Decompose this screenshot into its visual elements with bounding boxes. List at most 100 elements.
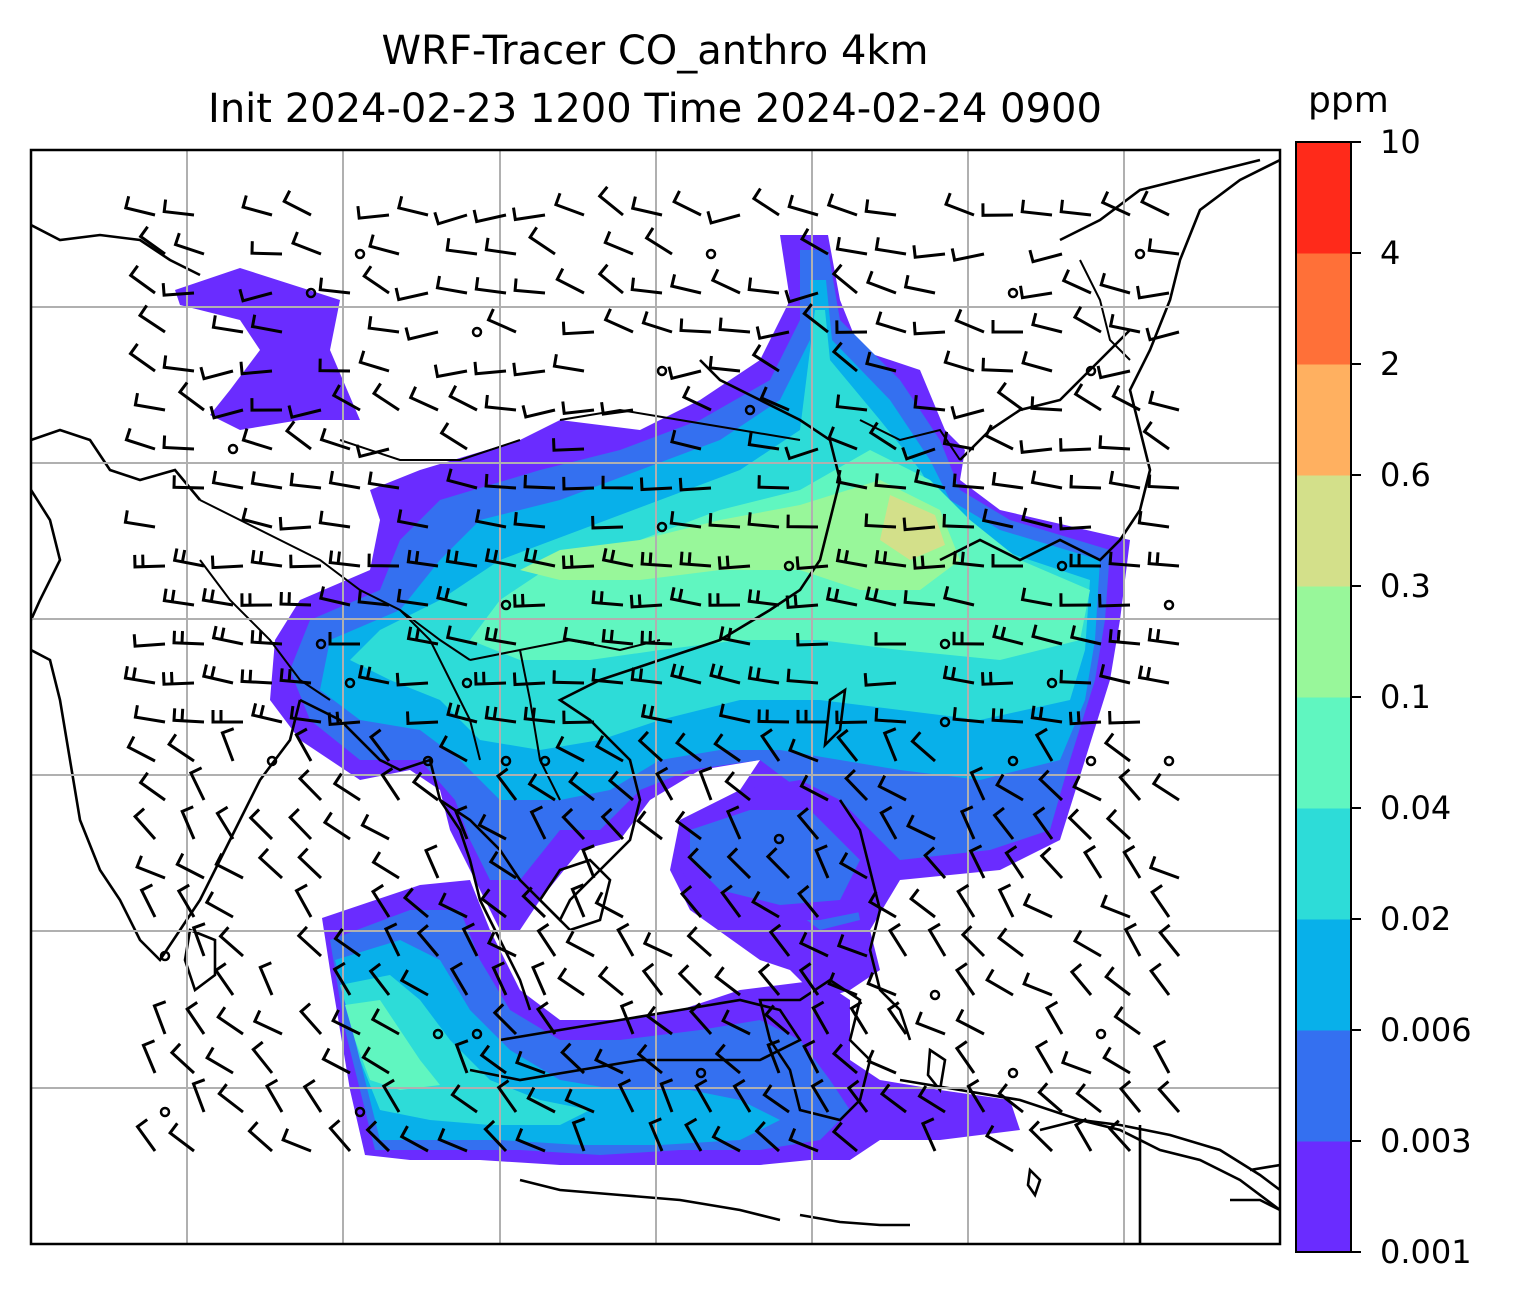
- wind-barb: [835, 236, 868, 256]
- wind-barb: [523, 474, 556, 490]
- wind-barb: [368, 962, 391, 996]
- wind-barb: [474, 277, 507, 295]
- wind-barb: [674, 732, 702, 763]
- wind-barb: [600, 807, 625, 841]
- wind-barb: [1068, 711, 1102, 726]
- wind-barb: [450, 1084, 478, 1114]
- wind-barb: [762, 1084, 790, 1114]
- colorbar-band: [1296, 142, 1351, 254]
- wind-barb: [552, 670, 585, 685]
- calm-wind-marker: [705, 248, 717, 260]
- wind-barb: [1108, 313, 1141, 334]
- wind-barb: [484, 548, 517, 568]
- wind-barb: [827, 972, 858, 997]
- wind-barb: [751, 343, 780, 373]
- wind-barb: [1145, 327, 1180, 342]
- wind-barb: [910, 731, 936, 763]
- wind-barb: [371, 851, 400, 880]
- wind-barb: [1069, 553, 1102, 568]
- wind-barb: [747, 589, 780, 607]
- wind-barb: [952, 550, 985, 568]
- wind-barb: [1137, 665, 1170, 685]
- wind-barb: [997, 883, 1015, 918]
- wind-barb: [836, 728, 859, 762]
- colorbar-tick-label: 0.3: [1380, 567, 1431, 605]
- colorbar-band: [1296, 1141, 1351, 1253]
- wind-barb: [318, 358, 351, 373]
- wind-barb: [239, 361, 273, 376]
- wind-barb: [603, 308, 634, 334]
- wind-barb: [686, 926, 712, 958]
- wind-barb: [768, 923, 791, 957]
- wind-barb: [708, 513, 741, 529]
- wind-barb: [798, 962, 820, 996]
- wind-barb: [564, 1088, 595, 1114]
- wind-barb: [169, 1042, 196, 1075]
- wind-barb: [367, 553, 400, 568]
- wind-barb: [294, 883, 313, 918]
- wind-barb: [436, 585, 468, 607]
- calm-wind-marker: [656, 365, 668, 377]
- wind-barb: [826, 193, 858, 217]
- colorbar-tick-label: 0.04: [1380, 789, 1452, 827]
- wind-barb: [721, 1009, 751, 1036]
- wind-barb: [321, 1047, 351, 1075]
- wind-barb: [523, 547, 556, 568]
- wind-barb: [1139, 190, 1170, 217]
- wind-barb: [523, 706, 556, 724]
- wind-barb: [141, 1039, 157, 1074]
- colorbar-tick-label: 2: [1380, 345, 1401, 383]
- wind-barb: [1100, 894, 1131, 919]
- wind-barb: [984, 1124, 1014, 1153]
- wind-barb: [630, 667, 663, 685]
- wind-barb: [864, 513, 897, 529]
- wind-barb: [1113, 1006, 1141, 1036]
- wind-barb: [123, 665, 156, 685]
- wind-barb: [220, 727, 235, 762]
- calm-wind-marker: [344, 677, 356, 689]
- wind-barb: [211, 315, 244, 334]
- wind-barb: [250, 549, 283, 568]
- wind-barb: [814, 844, 830, 879]
- calm-wind-marker: [656, 521, 668, 533]
- wind-barb: [1070, 625, 1102, 646]
- wind-barb: [552, 353, 585, 373]
- wind-barb: [708, 355, 741, 373]
- wind-barb: [1060, 1050, 1092, 1075]
- wind-barb: [708, 593, 741, 607]
- wind-barb: [257, 847, 284, 880]
- wind-barb: [914, 469, 946, 490]
- wind-barb: [258, 961, 274, 996]
- wind-barb: [835, 548, 868, 568]
- colorbar-band: [1296, 697, 1351, 809]
- wind-barb: [322, 811, 351, 841]
- wind-barb: [214, 852, 244, 880]
- wind-barb: [1044, 1000, 1064, 1035]
- wind-barb: [788, 1128, 819, 1153]
- wind-barb: [678, 477, 712, 492]
- wind-barb: [448, 385, 478, 412]
- wind-barb: [747, 432, 780, 451]
- wind-barb: [1019, 440, 1053, 454]
- wind-barb: [600, 401, 634, 416]
- wind-barb: [177, 381, 205, 412]
- wind-barb: [629, 594, 663, 609]
- wind-barb: [593, 1048, 624, 1075]
- wind-barb: [162, 588, 195, 607]
- wind-barb: [981, 357, 1014, 373]
- wind-barb: [1031, 624, 1063, 646]
- wind-barb: [849, 1000, 869, 1035]
- wind-barb: [211, 710, 243, 724]
- wind-barb: [210, 555, 244, 570]
- wind-barb: [473, 361, 507, 376]
- gridlines: [31, 150, 1280, 1244]
- wind-barb: [495, 767, 518, 801]
- wind-barb: [162, 671, 195, 686]
- wind-barb: [394, 287, 429, 302]
- wind-barb: [439, 422, 468, 451]
- wind-barb: [667, 366, 702, 381]
- wind-barb: [562, 626, 595, 646]
- wind-barb: [250, 241, 283, 256]
- wind-barb: [718, 317, 751, 334]
- wind-barb: [981, 203, 1014, 217]
